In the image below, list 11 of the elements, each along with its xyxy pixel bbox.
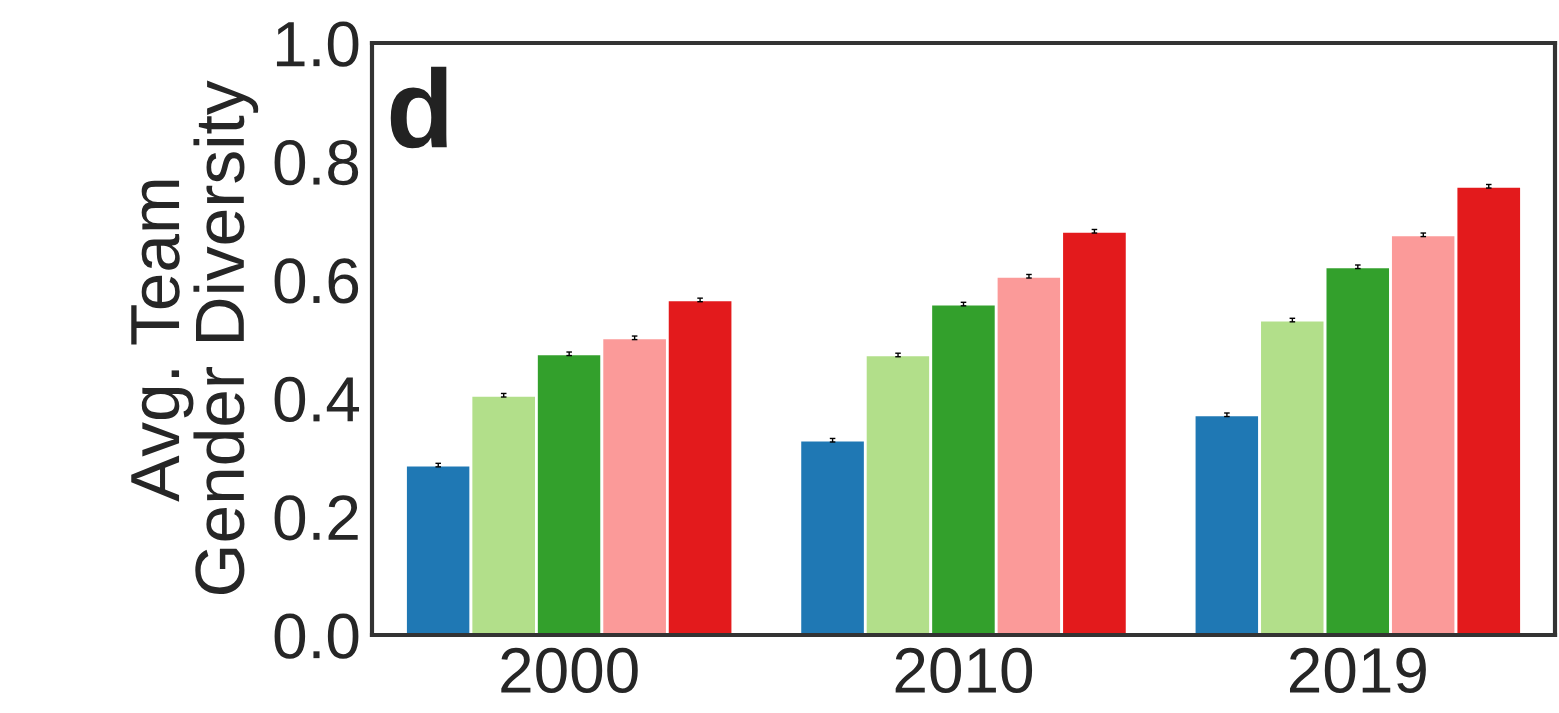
y-axis-title: Avg. Team Gender Diversity [131, 80, 259, 595]
y-tick-label: 0.2 [274, 495, 358, 541]
annotation: d [390, 66, 447, 149]
x-tick-label: 2019 [1289, 647, 1426, 694]
y-tick-label: 1.0 [276, 21, 359, 67]
x-tick-label: 2010 [895, 647, 1033, 694]
y-tick-label: 0.6 [274, 258, 359, 304]
y-tick-label: 0.4 [274, 376, 360, 422]
y-tick-label: 0.0 [274, 613, 359, 659]
y-tick-label: 0.8 [274, 139, 359, 186]
x-tick-label: 2000 [501, 647, 638, 694]
